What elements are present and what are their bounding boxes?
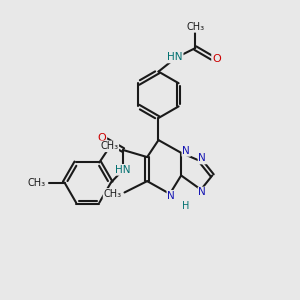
Text: O: O xyxy=(98,133,106,143)
Text: CH₃: CH₃ xyxy=(27,178,46,188)
Text: CH₃: CH₃ xyxy=(100,141,118,151)
Text: HN: HN xyxy=(116,165,131,175)
Text: CH₃: CH₃ xyxy=(103,189,122,199)
Text: CH₃: CH₃ xyxy=(186,22,204,32)
Text: N: N xyxy=(199,154,206,164)
Text: N: N xyxy=(182,146,190,156)
Text: H: H xyxy=(182,201,189,211)
Text: O: O xyxy=(212,54,221,64)
Text: N: N xyxy=(199,188,206,197)
Text: HN: HN xyxy=(167,52,183,62)
Text: N: N xyxy=(167,191,175,201)
